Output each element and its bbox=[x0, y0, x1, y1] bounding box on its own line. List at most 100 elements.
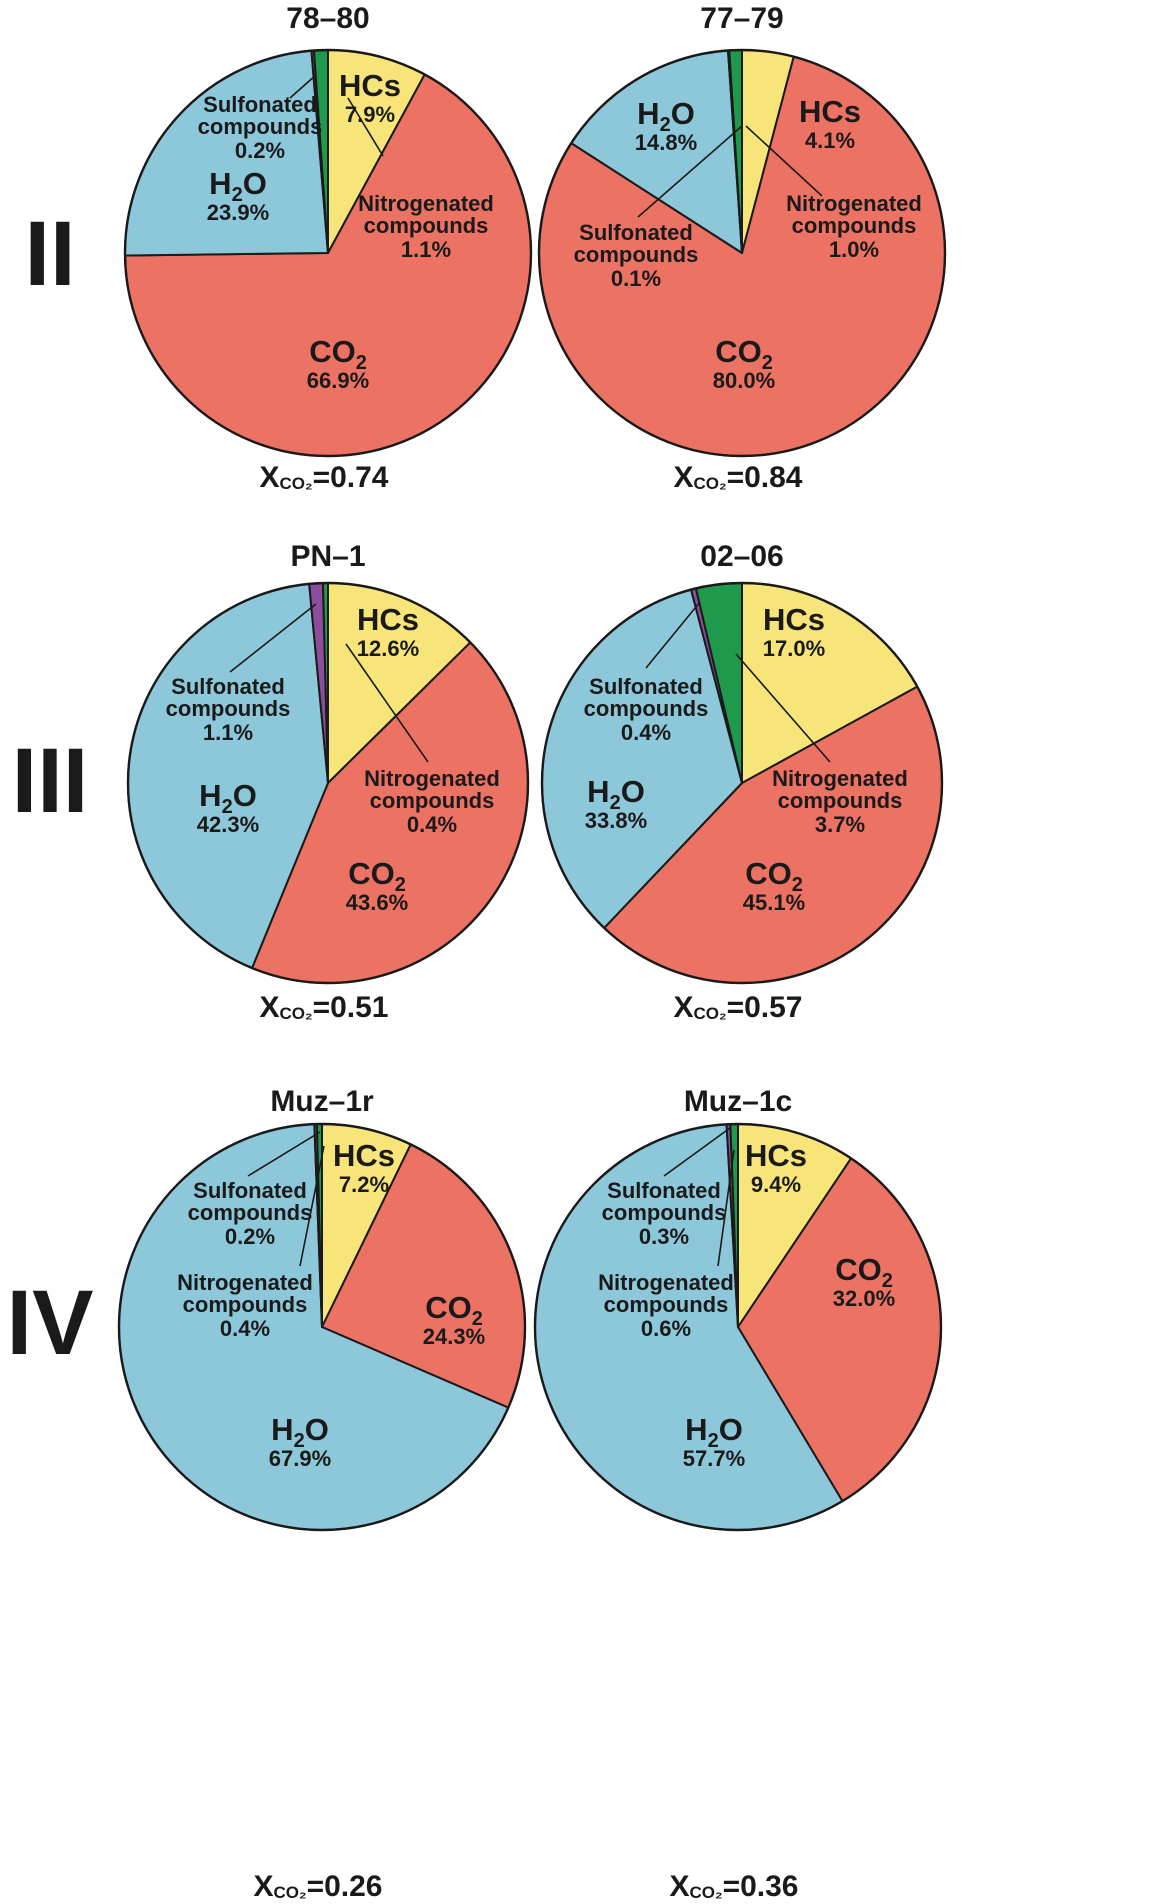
category-label: CO2 bbox=[835, 1252, 893, 1292]
category-label: compounds bbox=[198, 114, 323, 139]
leader-line-nitrogenated bbox=[299, 1145, 325, 1267]
category-label: Sulfonated bbox=[579, 220, 693, 245]
value-label: 67.9% bbox=[269, 1446, 331, 1471]
row-label-ii: II bbox=[24, 203, 75, 305]
category-label: Sulfonated bbox=[193, 1178, 307, 1203]
value-label: 80.0% bbox=[713, 368, 775, 393]
leader-line-nitrogenated bbox=[745, 125, 823, 197]
leader-line-sulfonated bbox=[289, 74, 317, 99]
value-label: 7.9% bbox=[345, 102, 395, 127]
category-label: compounds bbox=[604, 1292, 729, 1317]
category-label: CO2 bbox=[348, 856, 406, 896]
chart-title: 02–06 bbox=[700, 540, 783, 573]
category-label: Nitrogenated bbox=[364, 766, 500, 791]
category-label: Nitrogenated bbox=[177, 1270, 313, 1295]
leader-line-sulfonated bbox=[663, 1127, 731, 1177]
value-label: 3.7% bbox=[815, 812, 865, 837]
value-label: 1.0% bbox=[829, 237, 879, 262]
category-label: CO2 bbox=[745, 856, 803, 896]
category-label: compounds bbox=[183, 1292, 308, 1317]
leader-line-sulfonated bbox=[247, 1131, 321, 1177]
category-label: Nitrogenated bbox=[358, 191, 494, 216]
value-label: 4.1% bbox=[805, 128, 855, 153]
pie-chart-4: 02–06HCs17.0%CO245.1%H2O33.8%Sulfonatedc… bbox=[540, 540, 944, 1024]
category-label: Nitrogenated bbox=[772, 766, 908, 791]
category-label: HCs bbox=[799, 94, 861, 129]
leader-line-nitrogenated bbox=[717, 1149, 735, 1267]
category-label: compounds bbox=[574, 242, 699, 267]
category-label: compounds bbox=[792, 213, 917, 238]
value-label: 0.2% bbox=[225, 1224, 275, 1249]
category-label: compounds bbox=[188, 1200, 313, 1225]
category-label: Sulfonated bbox=[203, 92, 317, 117]
chart-title: Muz–1r bbox=[270, 1085, 374, 1118]
value-label: 1.1% bbox=[401, 237, 451, 262]
pie-outline bbox=[540, 581, 944, 985]
xco2-caption: XCO₂=0.36 bbox=[670, 1870, 799, 1903]
value-label: 0.4% bbox=[621, 720, 671, 745]
value-label: 66.9% bbox=[307, 368, 369, 393]
xco2-caption: XCO₂=0.51 bbox=[260, 991, 389, 1024]
category-label: compounds bbox=[370, 788, 495, 813]
pie-chart-5: Muz–1rHCs7.2%CO224.3%H2O67.9%Sulfonatedc… bbox=[117, 1085, 527, 1903]
category-label: H2O bbox=[209, 166, 267, 206]
leader-line-nitrogenated bbox=[345, 643, 429, 763]
category-label: Sulfonated bbox=[171, 674, 285, 699]
value-label: 12.6% bbox=[357, 636, 419, 661]
pie-outline bbox=[117, 1122, 527, 1532]
category-label: compounds bbox=[778, 788, 903, 813]
leader-line-sulfonated bbox=[637, 125, 743, 218]
value-label: 0.4% bbox=[220, 1316, 270, 1341]
category-label: HCs bbox=[745, 1138, 807, 1173]
value-label: 0.4% bbox=[407, 812, 457, 837]
category-label: H2O bbox=[587, 774, 645, 814]
chart-title: PN–1 bbox=[290, 540, 365, 573]
value-label: 23.9% bbox=[207, 200, 269, 225]
value-label: 33.8% bbox=[585, 808, 647, 833]
category-label: HCs bbox=[339, 68, 401, 103]
category-label: Sulfonated bbox=[607, 1178, 721, 1203]
category-label: H2O bbox=[199, 778, 257, 818]
value-label: 0.2% bbox=[235, 138, 285, 163]
category-label: compounds bbox=[584, 696, 709, 721]
chart-title: 78–80 bbox=[286, 2, 369, 35]
xco2-caption: XCO₂=0.26 bbox=[254, 1870, 383, 1903]
pie-chart-3: PN–1HCs12.6%CO243.6%H2O42.3%Sulfonatedco… bbox=[126, 540, 530, 1024]
leader-line-sulfonated bbox=[229, 603, 317, 673]
pie-outline bbox=[533, 1122, 943, 1532]
category-label: Sulfonated bbox=[589, 674, 703, 699]
value-label: 45.1% bbox=[743, 890, 805, 915]
chart-title: 77–79 bbox=[700, 2, 783, 35]
category-label: H2O bbox=[271, 1412, 329, 1452]
value-label: 24.3% bbox=[423, 1324, 485, 1349]
category-label: CO2 bbox=[425, 1290, 483, 1330]
leader-line-nitrogenated bbox=[735, 653, 831, 763]
value-label: 14.8% bbox=[635, 130, 697, 155]
